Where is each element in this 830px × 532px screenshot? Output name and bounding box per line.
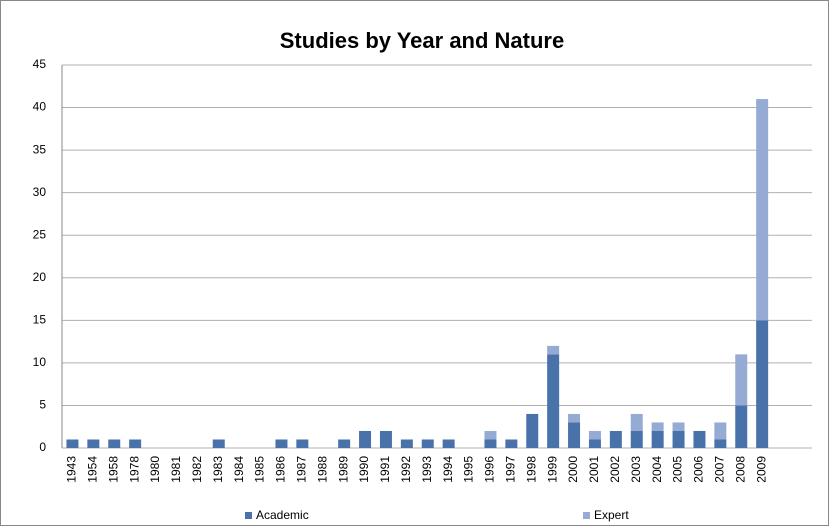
x-tick-label: 1991 (378, 456, 392, 483)
bar-segment (129, 439, 142, 448)
bar-segment (66, 439, 79, 448)
y-tick-label: 15 (33, 313, 47, 327)
y-tick-label: 0 (39, 440, 46, 454)
x-tick-label: 1995 (462, 456, 476, 483)
bar-segment (400, 439, 413, 448)
x-tick-label: 1993 (420, 456, 434, 483)
y-tick-label: 5 (39, 398, 46, 412)
x-tick-label: 1980 (148, 456, 162, 483)
bar-segment (547, 345, 560, 355)
x-tick-label: 2006 (692, 456, 706, 483)
x-tick-label: 1992 (399, 456, 413, 483)
bar-segment (630, 430, 643, 448)
bar-segment (756, 99, 769, 321)
bar-segment (735, 354, 748, 406)
bar-segment (421, 439, 434, 448)
x-tick-label: 1943 (65, 456, 79, 483)
bar-segment (714, 439, 727, 448)
bar-segment (275, 439, 288, 448)
legend-label: Academic (256, 508, 309, 522)
x-tick-label: 1986 (274, 456, 288, 483)
chart-title: Studies by Year and Nature (280, 28, 564, 53)
bar-segment (484, 430, 497, 440)
bar-segment (630, 413, 643, 431)
x-tick-label: 1990 (357, 456, 371, 483)
x-tick-label: 2007 (713, 456, 727, 483)
bar-segment (484, 439, 497, 448)
bar-segment (609, 430, 622, 448)
x-tick-label: 1987 (295, 456, 309, 483)
x-tick-label: 2004 (650, 456, 664, 483)
x-tick-label: 2005 (671, 456, 685, 483)
bar-segment (359, 430, 372, 448)
bar-segment (672, 430, 685, 448)
y-tick-label: 20 (33, 270, 47, 284)
x-tick-label: 1994 (441, 456, 455, 483)
bar-segment (108, 439, 121, 448)
x-tick-label: 1985 (253, 456, 267, 483)
y-tick-label: 25 (33, 227, 47, 241)
bar-segment (212, 439, 225, 448)
x-tick-label: 2009 (754, 456, 768, 483)
x-tick-label: 1998 (524, 456, 538, 483)
bar-segment (526, 413, 539, 448)
x-tick-label: 2002 (608, 456, 622, 483)
x-tick-label: 1999 (545, 456, 559, 483)
bar-segment (672, 422, 685, 431)
bar-segment (588, 430, 601, 440)
bar-segment (87, 439, 100, 448)
x-tick-label: 2008 (733, 456, 747, 483)
bar-segment (735, 405, 748, 448)
bar-segment (568, 413, 581, 423)
y-tick-label: 10 (33, 355, 47, 369)
bar-segment (547, 354, 560, 448)
x-tick-label: 1996 (483, 456, 497, 483)
legend-label: Expert (594, 508, 629, 522)
bar-segment (379, 430, 392, 448)
x-tick-label: 1981 (169, 456, 183, 483)
bar-segment (442, 439, 455, 448)
bar-segment (693, 430, 706, 448)
x-tick-label: 1982 (190, 456, 204, 483)
bar-segment (568, 422, 581, 448)
x-tick-label: 1954 (86, 456, 100, 483)
bar-segment (588, 439, 601, 448)
y-tick-label: 30 (33, 185, 47, 199)
bar-segment (651, 422, 664, 431)
y-tick-label: 45 (33, 57, 47, 71)
y-tick-label: 35 (33, 142, 47, 156)
bar-segment (505, 439, 518, 448)
x-tick-label: 1984 (232, 456, 246, 483)
x-tick-label: 1958 (106, 456, 120, 483)
x-tick-label: 1983 (211, 456, 225, 483)
x-tick-label: 1978 (127, 456, 141, 483)
legend-swatch (583, 512, 590, 519)
legend-swatch (245, 512, 252, 519)
y-tick-label: 40 (33, 100, 47, 114)
x-tick-label: 2003 (629, 456, 643, 483)
bar-segment (714, 422, 727, 440)
bar-segment (756, 320, 769, 448)
x-tick-label: 1989 (336, 456, 350, 483)
x-tick-label: 1997 (504, 456, 518, 483)
bar-segment (296, 439, 309, 448)
x-tick-label: 2001 (587, 456, 601, 483)
bar-segment (651, 430, 664, 448)
bar-segment (338, 439, 351, 448)
x-tick-label: 1988 (315, 456, 329, 483)
x-tick-label: 2000 (566, 456, 580, 483)
